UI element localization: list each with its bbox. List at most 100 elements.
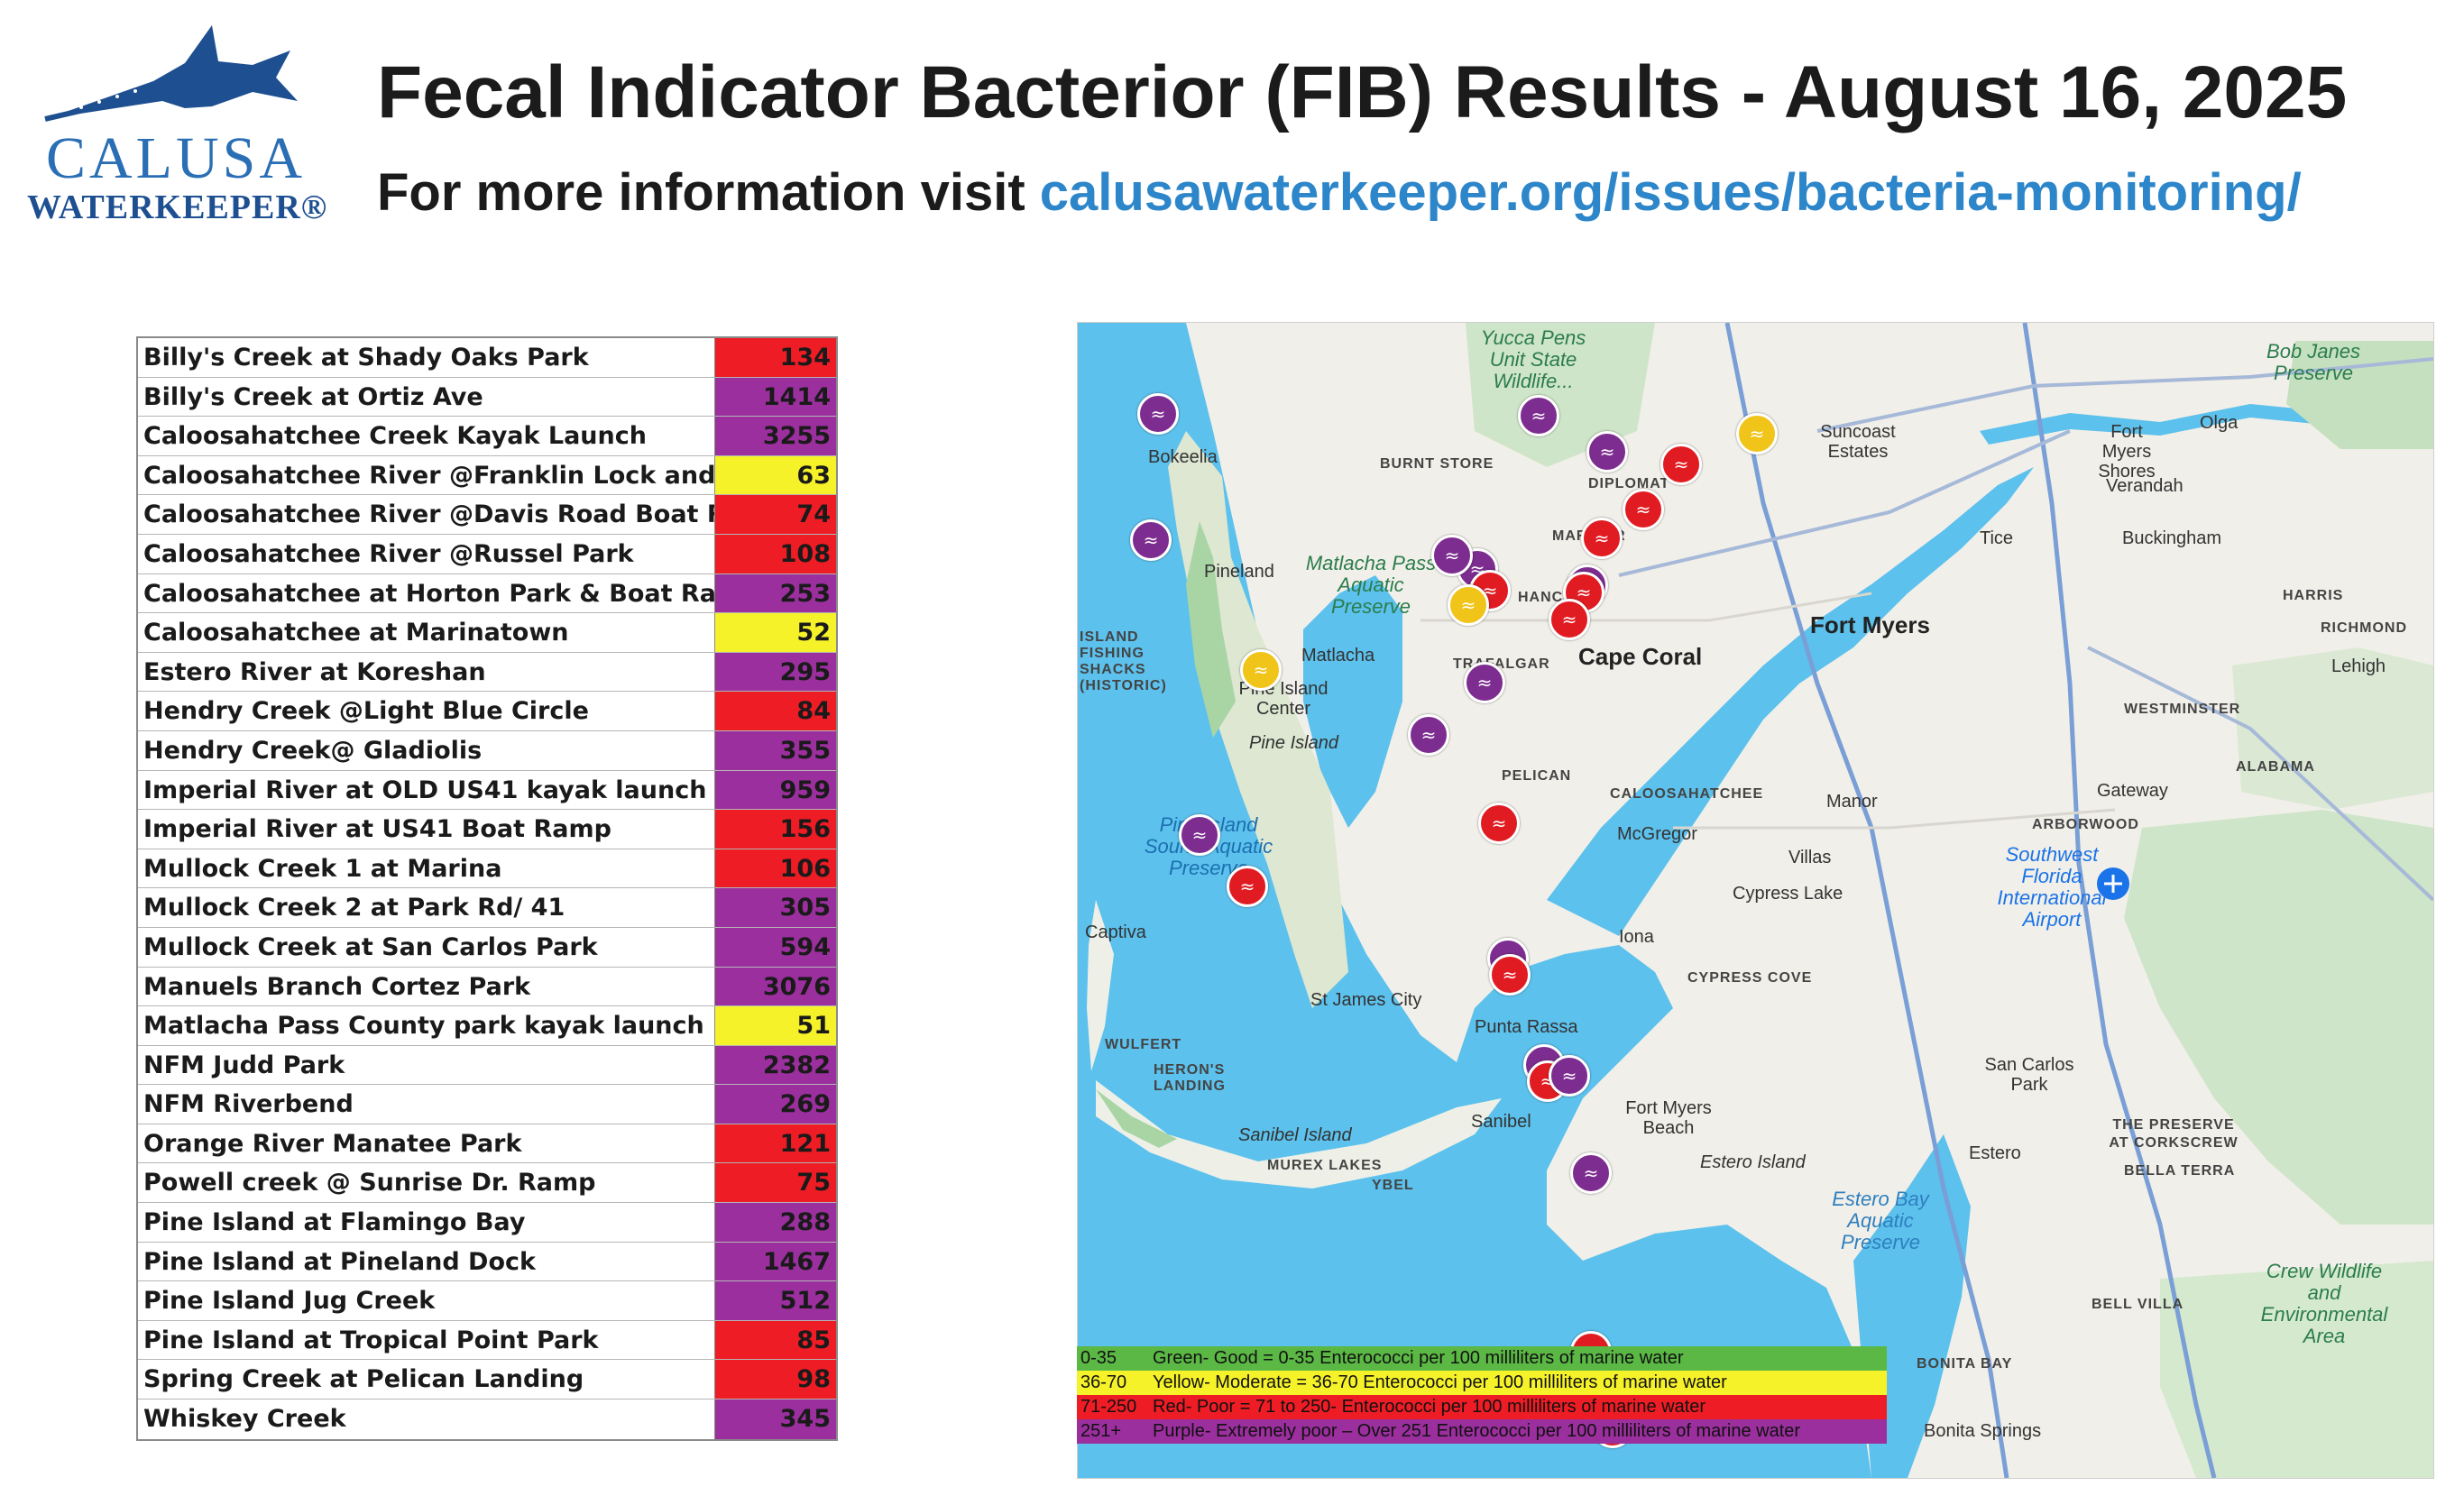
- table-row: Matlacha Pass County park kayak launch 51: [138, 1006, 836, 1046]
- swim-site-marker[interactable]: ≈: [1549, 599, 1590, 640]
- swim-site-marker[interactable]: ≈: [1478, 803, 1520, 844]
- map-base: [1078, 323, 2433, 1478]
- map-label-diplomat: DIPLOMAT: [1588, 476, 1670, 491]
- site-name: Caloosahatchee at Marinatown: [138, 613, 715, 652]
- swim-site-marker[interactable]: ≈: [1137, 393, 1179, 435]
- legend-text: Purple- Extremely poor – Over 251 Entero…: [1153, 1421, 1801, 1441]
- calusa-waterkeeper-logo: CALUSA WATERKEEPER®: [27, 18, 326, 226]
- swim-site-marker[interactable]: ≈: [1549, 1055, 1590, 1097]
- site-value: 594: [715, 927, 836, 967]
- swim-site-marker[interactable]: ≈: [1518, 395, 1559, 436]
- swim-site-marker[interactable]: ≈: [1586, 431, 1628, 473]
- table-row: Billy's Creek at Shady Oaks Park 134: [138, 338, 836, 378]
- map-label-pine-island: Pine Island: [1249, 733, 1338, 753]
- bacteria-monitoring-link[interactable]: calusawaterkeeper.org/issues/bacteria-mo…: [1039, 163, 2302, 222]
- legend-range: 71-250: [1080, 1397, 1137, 1417]
- table-row: Pine Island at Pineland Dock 1467: [138, 1242, 836, 1282]
- site-value: 1467: [715, 1242, 836, 1281]
- site-value: 106: [715, 849, 836, 888]
- subtitle-prefix: For more information visit: [377, 163, 1040, 222]
- swimmer-icon: ≈: [1460, 594, 1476, 616]
- swim-site-marker[interactable]: ≈: [1570, 1152, 1612, 1194]
- map-label-herons-landing: HERON'S LANDING: [1154, 1062, 1226, 1094]
- map-label-wulfert: WULFERT: [1105, 1037, 1182, 1052]
- swimmer-icon: ≈: [1476, 672, 1493, 693]
- site-name: Whiskey Creek: [138, 1399, 715, 1439]
- map-label-island-fishing: ISLAND FISHING SHACKS (HISTORIC): [1080, 629, 1167, 693]
- swim-site-marker[interactable]: ≈: [1736, 413, 1778, 454]
- swimmer-icon: ≈: [1150, 403, 1166, 425]
- swim-site-marker[interactable]: ≈: [1130, 519, 1172, 561]
- map-label-pineland: Pineland: [1204, 562, 1274, 582]
- swim-site-marker[interactable]: ≈: [1623, 489, 1664, 530]
- map-label-swfl-airport: Southwest Florida International Airport: [1997, 843, 2107, 931]
- swim-site-marker[interactable]: ≈: [1581, 518, 1623, 559]
- logo-word-calusa: CALUSA: [45, 125, 307, 191]
- map-label-murex-lakes: MUREX LAKES: [1267, 1158, 1383, 1173]
- swimmer-icon: ≈: [1531, 405, 1547, 427]
- site-name: Caloosahatchee River @Franklin Lock and …: [138, 455, 715, 495]
- map-label-bonita-springs: Bonita Springs: [1924, 1421, 2042, 1441]
- site-name: Manuels Branch Cortez Park: [138, 967, 715, 1006]
- swimmer-icon: ≈: [1253, 659, 1269, 681]
- site-value: 84: [715, 692, 836, 730]
- results-table: Billy's Creek at Shady Oaks Park 134 Billy…: [136, 336, 838, 1441]
- swim-site-marker[interactable]: ≈: [1227, 866, 1268, 907]
- swim-site-marker[interactable]: ≈: [1660, 444, 1702, 485]
- swim-site-marker[interactable]: ≈: [1408, 714, 1449, 756]
- swim-site-marker[interactable]: ≈: [1448, 584, 1489, 626]
- map-label-manor: Manor: [1826, 792, 1878, 812]
- map-label-richmond: RICHMOND: [2321, 620, 2407, 636]
- swim-site-marker[interactable]: ≈: [1179, 814, 1220, 856]
- site-value: 63: [715, 455, 836, 495]
- swimmer-icon: ≈: [1420, 724, 1437, 746]
- legend-row: 71-250 Red- Poor = 71 to 250- Enterococci…: [1077, 1395, 1887, 1419]
- map-legend: 0-35 Green- Good = 0-35 Enterococci per 1…: [1077, 1346, 1887, 1444]
- site-name: Powell creek @ Sunrise Dr. Ramp: [138, 1163, 715, 1203]
- legend-text: Yellow- Moderate = 36-70 Enterococci per…: [1153, 1372, 1727, 1392]
- map-label-sanibel-island: Sanibel Island: [1238, 1125, 1352, 1145]
- table-row: Caloosahatchee River @Davis Road Boat Ra…: [138, 495, 836, 535]
- map-label-estero: Estero: [1969, 1143, 2021, 1163]
- site-value: 345: [715, 1399, 836, 1439]
- table-row: NFM Riverbend 269: [138, 1085, 836, 1124]
- map-label-pelican: PELICAN: [1502, 768, 1572, 784]
- swim-site-marker[interactable]: ≈: [1431, 535, 1473, 576]
- map-label-lehigh: Lehigh: [2331, 656, 2386, 676]
- swimmer-icon: ≈: [1561, 609, 1577, 630]
- swim-site-marker[interactable]: ≈: [1464, 662, 1505, 703]
- map-label-sanibel: Sanibel: [1471, 1112, 1531, 1132]
- map-label-bella-terra: BELLA TERRA: [2124, 1163, 2236, 1179]
- map-label-gateway: Gateway: [2097, 781, 2168, 801]
- swim-site-marker[interactable]: ≈: [1489, 954, 1531, 996]
- legend-range: 251+: [1080, 1421, 1122, 1441]
- sampling-map[interactable]: Cape Coral Fort Myers Yucca Pens Unit St…: [1077, 322, 2434, 1479]
- swimmer-icon: ≈: [1673, 454, 1689, 475]
- table-row: Hendry Creek@ Gladiolis 355: [138, 730, 836, 771]
- site-value: 85: [715, 1320, 836, 1360]
- swim-site-marker[interactable]: ≈: [1240, 649, 1282, 691]
- site-value: 3076: [715, 967, 836, 1006]
- table-row: Pine Island Jug Creek 512: [138, 1281, 836, 1321]
- site-value: 75: [715, 1163, 836, 1203]
- map-label-harris: HARRIS: [2283, 588, 2344, 603]
- legend-range: 36-70: [1080, 1372, 1127, 1392]
- site-value: 355: [715, 730, 836, 770]
- site-name: Billy's Creek at Shady Oaks Park: [138, 338, 715, 377]
- map-label-iona: Iona: [1619, 927, 1654, 947]
- site-value: 288: [715, 1203, 836, 1242]
- map-label-matlacha: Matlacha: [1301, 646, 1375, 665]
- site-name: Orange River Manatee Park: [138, 1124, 715, 1163]
- table-row: Orange River Manatee Park 121: [138, 1124, 836, 1164]
- site-value: 51: [715, 1006, 836, 1045]
- site-value: 156: [715, 810, 836, 849]
- swimmer-icon: ≈: [1635, 499, 1651, 520]
- swimmer-icon: ≈: [1749, 423, 1765, 445]
- table-row: Imperial River at US41 Boat Ramp 156: [138, 810, 836, 849]
- site-name: Caloosahatchee at Horton Park & Boat Ram…: [138, 574, 715, 613]
- map-label-tice: Tice: [1980, 528, 2014, 548]
- site-name: Hendry Creek @Light Blue Circle: [138, 692, 715, 730]
- table-row: Pine Island at Tropical Point Park 85: [138, 1320, 836, 1361]
- map-label-fort-myers: Fort Myers: [1810, 611, 1930, 638]
- site-name: Pine Island at Tropical Point Park: [138, 1320, 715, 1360]
